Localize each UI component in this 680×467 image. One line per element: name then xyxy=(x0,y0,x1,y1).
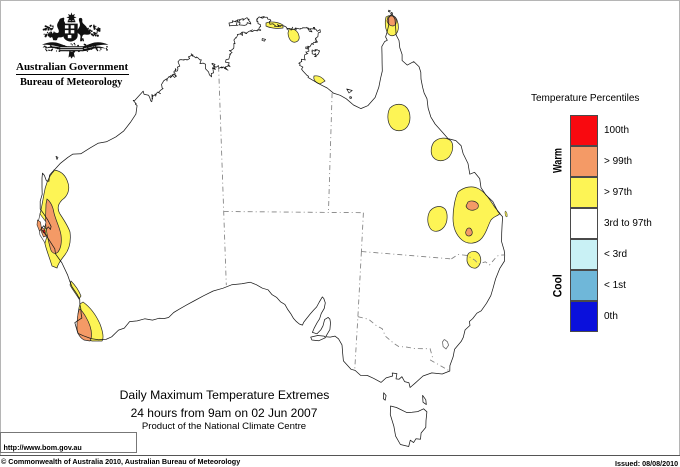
svg-text:Warm: Warm xyxy=(551,148,565,173)
svg-text:Cool: Cool xyxy=(551,274,565,297)
